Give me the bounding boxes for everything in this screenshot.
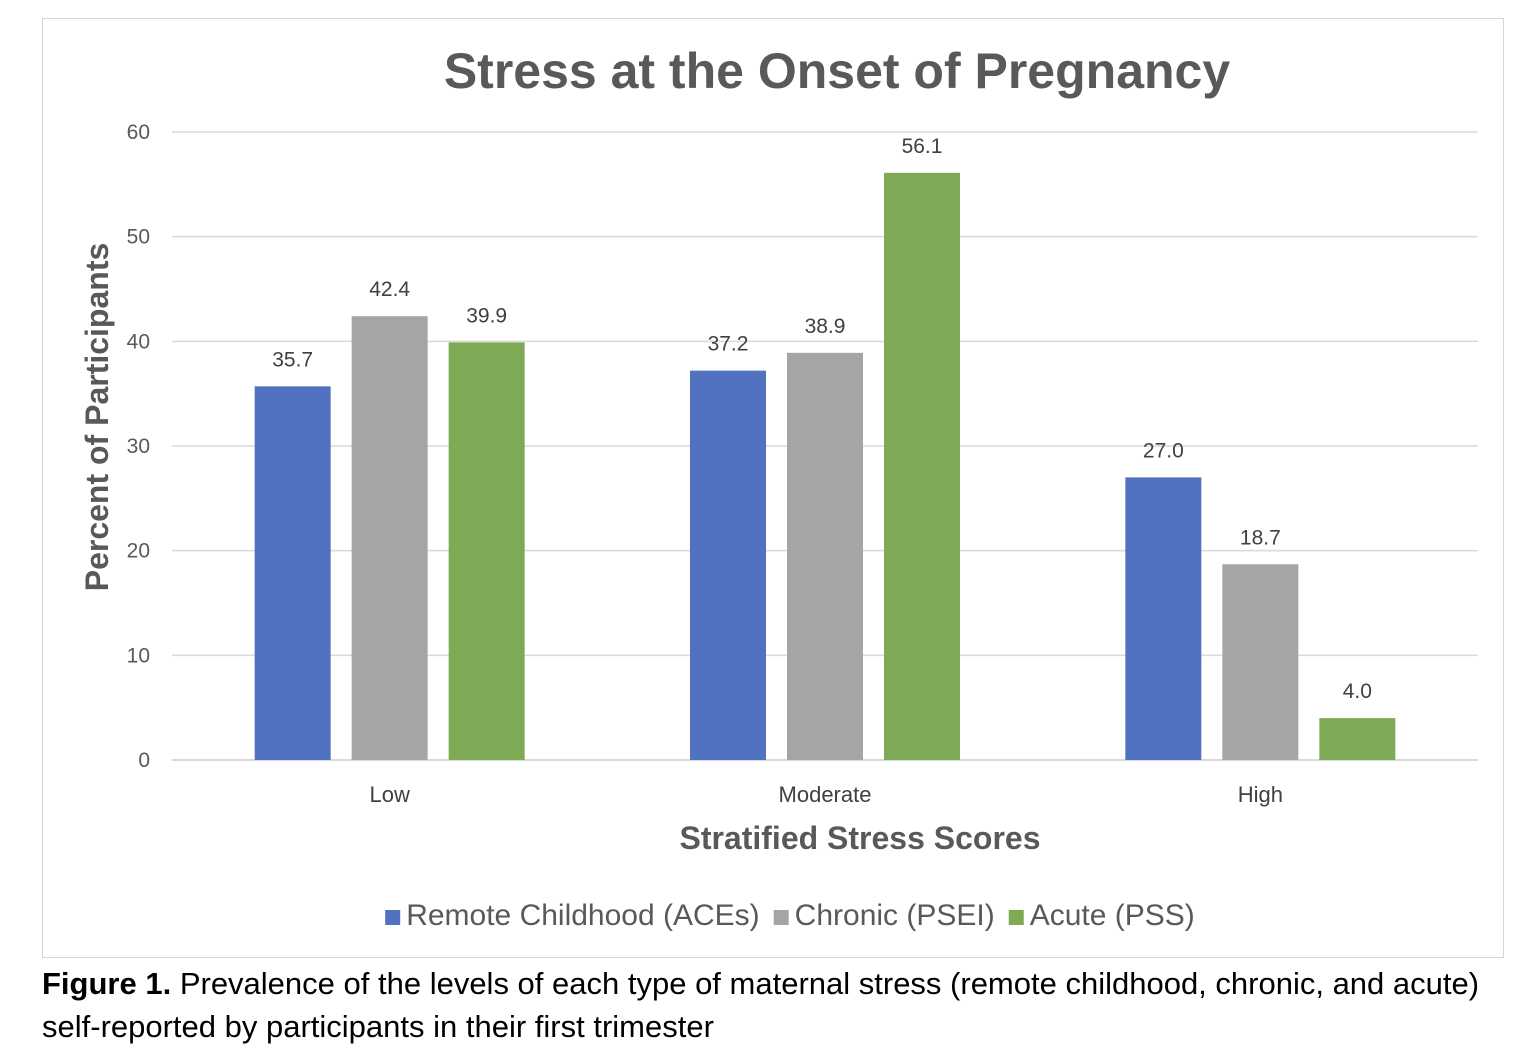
data-label: 56.1 (902, 135, 943, 158)
x-axis-label: Stratified Stress Scores (679, 820, 1040, 856)
legend-swatch (385, 910, 401, 925)
legend-label: Remote Childhood (ACEs) (406, 899, 759, 932)
data-label: 18.7 (1240, 526, 1281, 549)
caption-label: Figure 1. (42, 966, 172, 1001)
data-label: 37.2 (708, 333, 749, 356)
y-axis-label: Percent of Participants (79, 243, 115, 592)
bar-moderate-series-1 (690, 370, 766, 760)
legend: Remote Childhood (ACEs) Chronic (PSEI) Acu… (385, 899, 1195, 932)
chart-frame (42, 18, 1504, 958)
y-tick-label: 0 (138, 749, 150, 772)
x-tick-label: High (1238, 782, 1283, 807)
x-tick-label: Low (369, 782, 409, 807)
y-tick-label: 50 (127, 226, 150, 249)
caption-text: Prevalence of the levels of each type of… (42, 966, 1480, 1044)
legend-swatch (773, 910, 789, 925)
y-tick-label: 40 (127, 330, 150, 353)
bar-low-series-1 (254, 386, 331, 760)
figure-caption: Figure 1. Prevalence of the levels of ea… (42, 962, 1502, 1048)
y-axis-ticks: 0 10 20 30 40 50 60 (127, 121, 150, 772)
y-tick-label: 20 (127, 540, 150, 563)
data-label: 38.9 (805, 315, 846, 338)
y-tick-label: 60 (127, 121, 150, 144)
bar-low-series-2 (351, 316, 428, 760)
value-labels: 35.7 42.4 39.9 37.2 38.9 56.1 27.0 18.7 4.0 (272, 135, 1372, 703)
data-label: 42.4 (369, 278, 410, 301)
bar-chart: Stress at the Onset of Pregnancy 0 10 20 30… (79, 43, 1478, 932)
bar-high-series-3 (1319, 718, 1396, 760)
bars (254, 172, 1396, 760)
bar-moderate-series-3 (884, 172, 960, 760)
chart-title: Stress at the Onset of Pregnancy (444, 43, 1231, 99)
bar-low-series-3 (448, 342, 525, 760)
x-axis-ticks: Low Moderate High (369, 782, 1282, 807)
bar-moderate-series-2 (787, 352, 863, 760)
data-label: 4.0 (1343, 680, 1372, 703)
data-label: 39.9 (466, 304, 507, 327)
legend-swatch (1008, 910, 1024, 925)
data-label: 27.0 (1143, 439, 1184, 462)
bar-high-series-2 (1222, 564, 1299, 760)
x-tick-label: Moderate (779, 782, 872, 807)
y-tick-label: 30 (127, 435, 150, 458)
data-label: 35.7 (272, 348, 313, 371)
bar-high-series-1 (1125, 477, 1202, 760)
y-tick-label: 10 (127, 644, 150, 667)
legend-label: Chronic (PSEI) (795, 899, 995, 932)
legend-label: Acute (PSS) (1030, 899, 1195, 932)
